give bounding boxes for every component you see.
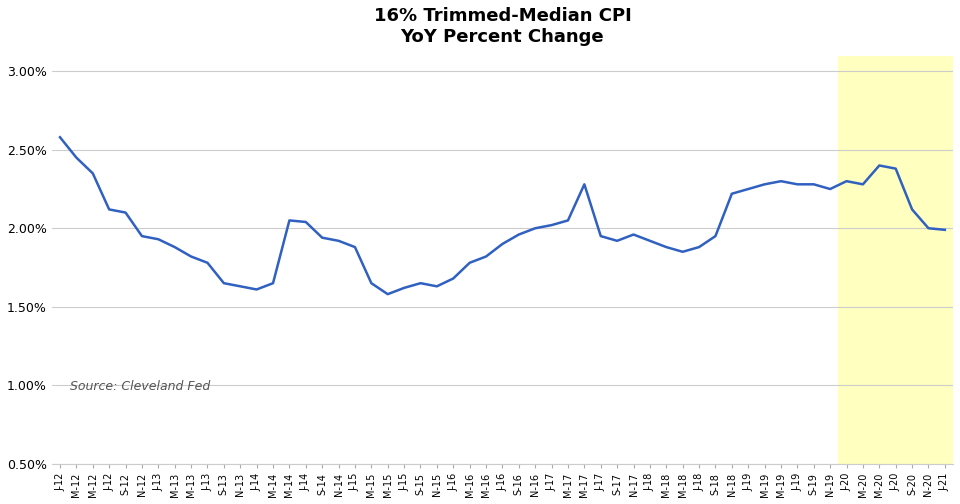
Title: 16% Trimmed-Median CPI
YoY Percent Change: 16% Trimmed-Median CPI YoY Percent Chang… <box>373 7 632 46</box>
Bar <box>838 55 953 464</box>
Text: Source: Cleveland Fed: Source: Cleveland Fed <box>70 380 210 393</box>
